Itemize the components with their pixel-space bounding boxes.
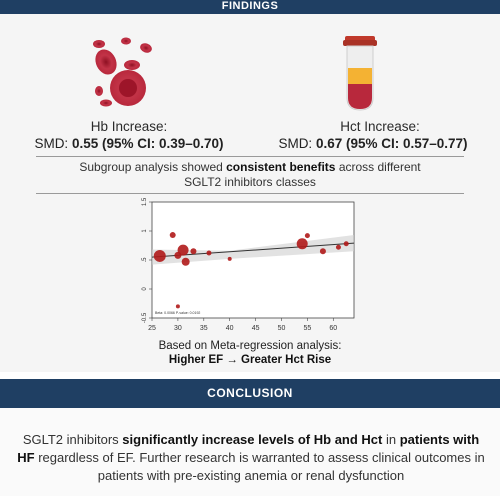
data-point	[170, 232, 176, 238]
y-tick-label: .5	[142, 257, 148, 263]
meta-caption-line1: Based on Meta-regression analysis:	[159, 340, 342, 352]
data-point	[297, 238, 308, 249]
hct-smd: SMD: 0.67 (95% CI: 0.57–0.77)	[250, 136, 496, 151]
data-point	[320, 248, 326, 254]
conclusion-bold1: significantly increase levels of Hb and …	[122, 432, 382, 447]
meta-caption-line2: Higher EF → Greater Hct Rise	[169, 354, 331, 366]
divider-bottom	[36, 193, 464, 194]
hb-smd-label: SMD:	[34, 136, 72, 151]
divider-top	[36, 156, 464, 157]
y-tick-label: 1.5	[142, 198, 148, 206]
hb-smd: SMD: 0.55 (95% CI: 0.39–0.70)	[10, 136, 248, 151]
y-tick-label: -0.5	[142, 312, 148, 323]
conclusion-header: CONCLUSION	[0, 379, 500, 408]
y-tick-label: 0	[142, 287, 148, 291]
data-point	[206, 251, 211, 256]
subgroup-post: across different	[335, 160, 420, 174]
subgroup-bold: consistent benefits	[226, 160, 335, 174]
x-tick-label: 55	[303, 325, 311, 332]
data-point	[305, 233, 310, 238]
meta-regression-chart: 25 30 35 40 45 50 55 60 -0.5 0 .5 1 1.5 Beta: 0.0066 …	[128, 198, 360, 334]
x-tick-label: 30	[174, 325, 182, 332]
red-blood-cells-icon	[88, 34, 160, 110]
subgroup-text: Subgroup analysis showed consistent bene…	[40, 160, 460, 190]
hct-smd-value: 0.67 (95% CI: 0.57–0.77)	[316, 136, 468, 151]
stats-annotation: Beta: 0.0066 P-value: 0.0192	[155, 311, 200, 315]
findings-header: FINDINGS	[0, 0, 500, 14]
x-tick-label: 35	[200, 325, 208, 332]
conclusion-text: SGLT2 inhibitors significantly increase …	[14, 431, 488, 485]
conclusion-part1: SGLT2 inhibitors	[23, 432, 122, 447]
hct-title: Hct Increase:	[305, 119, 455, 134]
conclusion-part3: regardless of EF. Further research is wa…	[35, 450, 485, 483]
data-point	[182, 258, 190, 266]
hb-smd-value: 0.55 (95% CI: 0.39–0.70)	[72, 136, 224, 151]
data-point	[190, 248, 196, 254]
hct-smd-label: SMD:	[278, 136, 316, 151]
x-tick-label: 25	[148, 325, 156, 332]
test-tube-icon	[340, 34, 380, 112]
y-tick-label: 1	[142, 229, 148, 233]
data-point	[178, 245, 189, 256]
subgroup-pre: Subgroup analysis showed	[79, 160, 226, 174]
hb-title: Hb Increase:	[54, 119, 204, 134]
subgroup-line2: SGLT2 inhibitors classes	[184, 175, 316, 189]
conclusion-part2: in	[382, 432, 399, 447]
meta-caption: Based on Meta-regression analysis: Highe…	[100, 339, 400, 367]
data-point	[154, 250, 166, 262]
x-tick-label: 45	[252, 325, 260, 332]
x-tick-label: 60	[329, 325, 337, 332]
data-point	[336, 245, 341, 250]
x-tick-label: 50	[278, 325, 286, 332]
data-point	[176, 304, 180, 308]
x-tick-label: 40	[226, 325, 234, 332]
data-point	[344, 241, 349, 246]
data-point	[228, 257, 232, 261]
